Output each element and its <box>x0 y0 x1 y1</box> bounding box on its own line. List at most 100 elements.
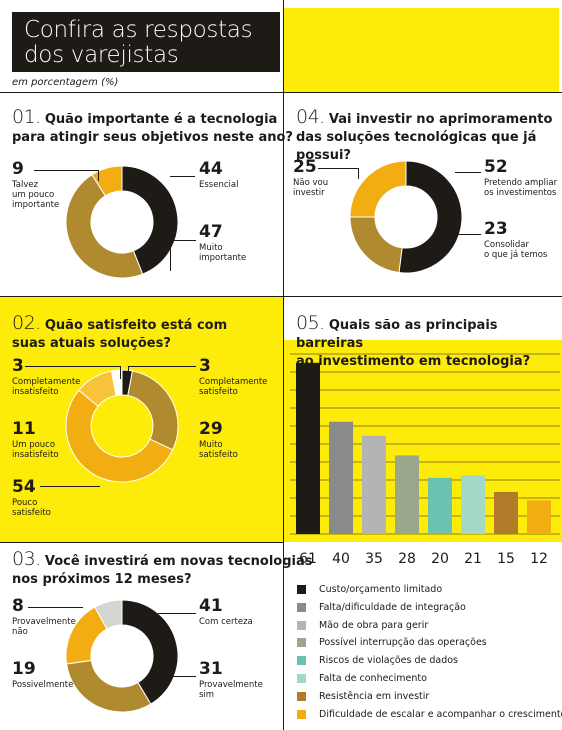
q2-label-comp-insat: Completamente insatisfeito <box>12 377 80 397</box>
q5-bar-0 <box>296 362 320 534</box>
q4-label-consolidar-l2: o que já temos <box>484 250 548 260</box>
q1-number: 01. <box>12 106 41 128</box>
q2-label-um-pouco-l1: Um pouco <box>12 440 56 450</box>
q3-slice-3 <box>94 599 123 630</box>
q4-value-pretendo: 52 <box>484 157 508 177</box>
q4-leader-consolidar <box>455 234 481 236</box>
q2-slice-4 <box>110 369 123 397</box>
q4-heading: 04. Vai investir no aprimoramento das so… <box>296 108 562 165</box>
q5-bar-value-label-0: 61 <box>299 551 317 567</box>
q2-label-um-pouco: Um pouco insatisfeito <box>12 440 59 460</box>
q4-label-nao-vou-l1: Não vou <box>293 178 329 188</box>
horizontal-divider-bottom <box>0 542 283 543</box>
q3-slice-0 <box>121 599 179 705</box>
q1-label-essencial: Essencial <box>199 180 239 190</box>
q5-legend-label-2: Mão de obra para gerir <box>319 619 429 631</box>
q4-slice-0 <box>398 160 463 274</box>
q5-heading: 05. Quais são as principais barreiras ao… <box>296 314 562 371</box>
q3-slice-1 <box>66 659 152 713</box>
q3-text-line2: nos próximos 12 meses? <box>12 572 192 587</box>
q3-label-prov-sim-l2: sim <box>199 690 215 700</box>
q1-label-muito-l1: Muito <box>199 243 223 253</box>
q2-text-line2: suas atuais soluções? <box>12 336 171 351</box>
q3-label-prov-nao-l2: não <box>12 627 28 637</box>
q5-legend-label-1: Falta/dificuldade de integração <box>319 601 466 613</box>
q5-legend-label-3: Possível interrupção das operações <box>319 637 487 649</box>
q2-label-muito: Muito satisfeito <box>199 440 238 460</box>
q2-label-comp-insat-l1: Completamente <box>12 377 81 387</box>
q5-bar-2 <box>362 435 386 534</box>
q1-label-talvez: Talvez um pouco importante <box>12 180 59 210</box>
q5-bar-3 <box>395 455 419 534</box>
q5-legend-swatch-6 <box>297 691 306 701</box>
q5-bar-value-label-1: 40 <box>332 551 350 567</box>
horizontal-divider-middle <box>0 296 562 297</box>
q3-text-line1: Você investirá em novas tecnologias <box>44 554 313 569</box>
q5-bar-4 <box>428 477 452 534</box>
q4-label-consolidar: Consolidar o que já temos <box>484 240 547 260</box>
page-title-line2: dos varejistas <box>24 42 179 68</box>
q1-label-talvez-l3: importante <box>12 200 60 210</box>
q2-label-muito-l1: Muito <box>199 440 223 450</box>
q3-value-certeza: 41 <box>199 596 223 616</box>
q2-text-line1: Quão satisfeito está com <box>44 318 228 333</box>
q1-value-essencial: 44 <box>199 159 223 179</box>
page-subtitle: em porcentagem (%) <box>12 77 119 88</box>
q4-donut-chart <box>349 160 463 274</box>
q4-label-pretendo-l2: os investimentos <box>484 188 557 198</box>
q2-value-muito: 29 <box>199 419 223 439</box>
q3-label-prov-nao-l1: Provavelmente <box>12 617 76 627</box>
q5-bar-value-label-5: 21 <box>464 551 482 567</box>
q1-label-muito-l2: importante <box>199 253 247 263</box>
q5-legend-swatch-0 <box>297 585 306 594</box>
q2-label-comp-sat-l1: Completamente <box>199 377 268 387</box>
q2-label-pouco-l2: satisfeito <box>12 508 51 518</box>
q4-number: 04. <box>296 106 325 128</box>
horizontal-divider-top <box>0 92 562 93</box>
q2-label-pouco-l1: Pouco <box>12 498 38 508</box>
q2-label-comp-insat-l2: insatisfeito <box>12 387 59 397</box>
q2-value-comp-insat: 3 <box>12 356 24 376</box>
q1-text-line2: para atingir seus objetivos neste ano? <box>12 130 293 145</box>
q5-bar-value-label-7: 12 <box>530 551 548 567</box>
q5-legend-swatch-5 <box>297 674 306 683</box>
q4-label-consolidar-l1: Consolidar <box>484 240 529 250</box>
q2-leader-pouco <box>40 486 100 488</box>
q3-number: 03. <box>12 548 41 570</box>
q2-donut-chart <box>65 369 179 483</box>
q4-label-nao-vou-l2: investir <box>293 188 325 198</box>
panel-q4-background <box>283 8 559 92</box>
q5-text-line2: ao investimento em tecnologia? <box>296 354 531 369</box>
q5-legend-swatch-7 <box>297 709 306 719</box>
q5-bar-5 <box>461 475 485 534</box>
q1-slice-1 <box>65 174 144 279</box>
q5-legend-label-5: Falta de conhecimento <box>319 673 427 684</box>
q2-leader-comp-sat <box>128 366 196 379</box>
q1-label-talvez-l2: um pouco <box>12 190 55 200</box>
q5-legend-swatch-2 <box>297 620 306 630</box>
q1-donut-chart <box>65 165 179 279</box>
q2-value-comp-sat: 3 <box>199 356 211 376</box>
q5-legend-swatch-4 <box>297 656 306 666</box>
q1-slice-2 <box>91 165 123 197</box>
q3-value-prov-sim: 31 <box>199 659 223 679</box>
q2-label-pouco: Pouco satisfeito <box>12 498 51 518</box>
q5-legend-label-4: Riscos de violações de dados <box>319 655 459 667</box>
q1-value-talvez: 9 <box>12 159 24 179</box>
q4-label-pretendo-l1: Pretendo ampliar <box>484 178 558 188</box>
q3-heading: 03. Você investirá em novas tecnologias … <box>12 550 312 589</box>
q2-label-comp-sat-l2: satisfeito <box>199 387 238 397</box>
q1-slice-0 <box>121 165 179 275</box>
q3-label-prov-sim: Provavelmente sim <box>199 680 263 700</box>
q2-leader-comp-insat <box>25 366 121 379</box>
q1-text-line1: Quão importante é a tecnologia <box>44 112 278 127</box>
q1-leader-muito <box>170 240 196 271</box>
q4-leader-nao-vou <box>318 168 359 179</box>
panel-q2-background <box>0 296 283 542</box>
q5-legend-swatch-1 <box>297 602 306 612</box>
q1-label-talvez-l1: Talvez <box>12 180 39 190</box>
q2-label-um-pouco-l2: insatisfeito <box>12 450 59 460</box>
q5-bar-7 <box>527 500 551 534</box>
q4-text-line2: das soluções tecnológicas que já possui? <box>296 130 537 163</box>
q5-bar-6 <box>494 491 518 534</box>
